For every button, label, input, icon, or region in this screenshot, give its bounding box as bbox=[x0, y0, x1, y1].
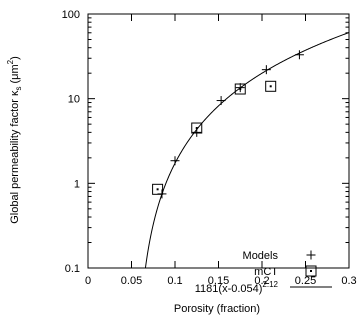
models-point bbox=[235, 83, 245, 93]
legend-label-mct: mCT bbox=[254, 266, 278, 278]
fit-formula-exponent: 2.12 bbox=[262, 280, 278, 289]
y-tick-label: 10 bbox=[68, 94, 80, 106]
y-axis-label-unit-close: ) bbox=[9, 56, 21, 60]
x-tick-label: 0 bbox=[85, 275, 91, 287]
x-tick-label: 0.15 bbox=[208, 275, 229, 287]
x-tick-label: 0.2 bbox=[254, 275, 269, 287]
legend-marker-mct bbox=[305, 265, 317, 277]
legend-label-fit: 1181(x-0.054)2.12 bbox=[195, 280, 279, 295]
ticks: 0 0.05 0.1 0.15 0.2 0.25 0.3 0.1 1 10 100 bbox=[62, 9, 357, 287]
fit-formula-base: 1181(x-0.054) bbox=[195, 283, 263, 295]
data-points bbox=[152, 50, 304, 199]
mct-point-box bbox=[234, 83, 246, 95]
y-axis-label-sub: s bbox=[14, 87, 23, 91]
mct-point-box bbox=[191, 122, 203, 134]
mct-point-dot bbox=[195, 127, 198, 130]
models-point bbox=[294, 50, 304, 60]
mct-point-box bbox=[152, 183, 164, 195]
mct-point-dot bbox=[239, 88, 242, 91]
models-point bbox=[170, 156, 180, 166]
y-axis-label: Global permeability factor κs (μm2) bbox=[6, 56, 23, 224]
plot-frame bbox=[87, 13, 350, 269]
x-tick-label: 0.05 bbox=[121, 275, 142, 287]
x-tick-label: 0.25 bbox=[295, 275, 316, 287]
y-tick-label: 100 bbox=[62, 9, 80, 21]
legend-square-marker-dot bbox=[310, 270, 312, 272]
mct-point-dot bbox=[156, 188, 159, 191]
mct-point-dot bbox=[269, 85, 272, 88]
models-point bbox=[216, 96, 226, 106]
legend-plus-marker bbox=[306, 250, 316, 260]
legend-marker-models bbox=[306, 250, 316, 260]
models-point bbox=[192, 127, 202, 137]
y-axis-label-unit: (μm bbox=[9, 64, 21, 83]
models-point bbox=[261, 65, 271, 75]
mct-point bbox=[265, 80, 277, 92]
x-tick-label: 0.1 bbox=[167, 275, 182, 287]
y-axis-label-unit-exp: 2 bbox=[6, 59, 15, 64]
legend-square-marker bbox=[305, 265, 317, 277]
fit-curve bbox=[144, 32, 350, 269]
y-tick-label: 1 bbox=[74, 178, 80, 190]
fit-curve-layer bbox=[144, 32, 350, 269]
mct-point bbox=[234, 83, 246, 95]
legend: Models mCT 1181(x-0.054)2.12 bbox=[195, 250, 332, 295]
legend-label-models: Models bbox=[243, 250, 279, 262]
mct-point bbox=[152, 183, 164, 195]
legend-square-marker-box bbox=[305, 265, 317, 277]
y-axis-label-main: Global permeability factor κ bbox=[9, 90, 21, 224]
y-tick-label: 0.1 bbox=[65, 263, 80, 275]
mct-point-box bbox=[265, 80, 277, 92]
x-axis-label: Porosity (fraction) bbox=[174, 303, 260, 315]
x-tick-label: 0.3 bbox=[341, 275, 356, 287]
mct-point bbox=[191, 122, 203, 134]
